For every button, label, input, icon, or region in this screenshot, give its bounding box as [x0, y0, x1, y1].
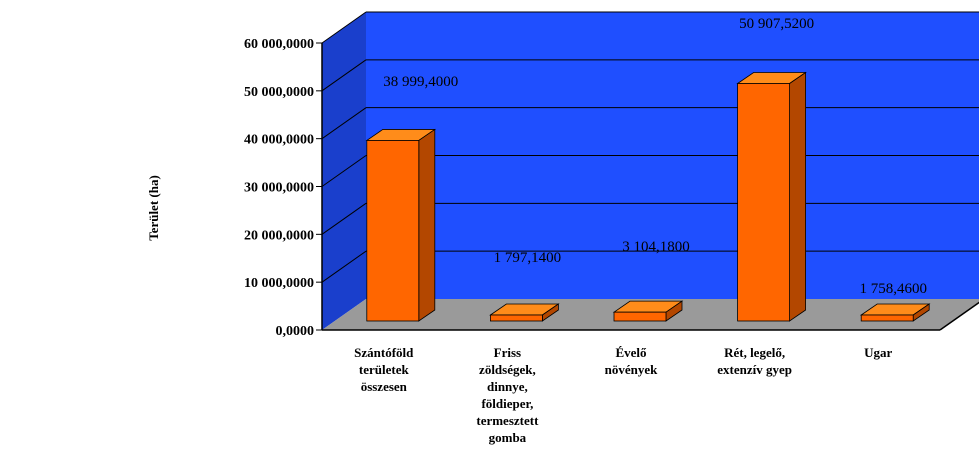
category-label: zöldségek,	[479, 362, 536, 377]
bar-side	[418, 128, 436, 322]
data-label: 3 104,1800	[622, 239, 690, 255]
category-label: területek	[359, 362, 410, 377]
gridline-side	[321, 107, 367, 140]
data-label: 38 999,4000	[383, 74, 458, 90]
data-label: 1 797,1400	[494, 250, 562, 266]
gridlines	[321, 11, 979, 283]
bar-side	[789, 71, 806, 322]
bar	[366, 140, 420, 322]
category-label: dinnye,	[487, 379, 528, 394]
y-tick-label: 0,0000	[276, 324, 315, 339]
gridline-side	[321, 11, 367, 44]
data-label: 50 907,5200	[739, 16, 814, 32]
gridline-side	[321, 250, 367, 283]
y-axis: 0,0000 10 000,0000 20 000,0000 30 000,0000 4…	[244, 37, 979, 339]
category-label: Ugar	[864, 345, 892, 360]
bar	[613, 311, 667, 322]
gridline-side	[321, 202, 367, 235]
data-labels: 38 999,4000 1 797,1400 3 104,1800 50 907,52…	[383, 16, 927, 297]
category-label: Évelő	[615, 345, 647, 360]
category-label: növények	[605, 362, 659, 377]
x-axis-depth-line	[939, 301, 979, 331]
category-label: földieper,	[481, 396, 533, 411]
bars	[365, 71, 931, 322]
category-labels: Szántóföld területek összesen Friss zöldsége…	[354, 345, 892, 445]
bar	[860, 314, 914, 322]
data-label: 1 758,4600	[859, 281, 927, 297]
category-label: Friss	[494, 345, 521, 360]
y-axis-label: Terület (ha)	[146, 175, 161, 241]
y-tick-label: 10 000,0000	[244, 276, 314, 291]
bar	[737, 83, 790, 322]
category-label: Szántóföld	[354, 345, 414, 360]
y-tick-label: 30 000,0000	[244, 181, 314, 196]
y-tick-label: 20 000,0000	[244, 228, 314, 243]
gridline-side	[321, 59, 367, 92]
category-label: Rét, legelő,	[724, 345, 785, 360]
category-label: termesztett	[476, 413, 539, 428]
bar	[489, 314, 543, 322]
gridline-side	[321, 155, 367, 187]
category-label: extenzív gyep	[717, 362, 792, 377]
y-tick-label: 60 000,0000	[244, 37, 314, 52]
y-tick-label: 50 000,0000	[244, 85, 314, 100]
category-label: összesen	[361, 379, 408, 394]
category-label: gomba	[489, 430, 527, 445]
y-tick-label: 40 000,0000	[244, 133, 314, 148]
